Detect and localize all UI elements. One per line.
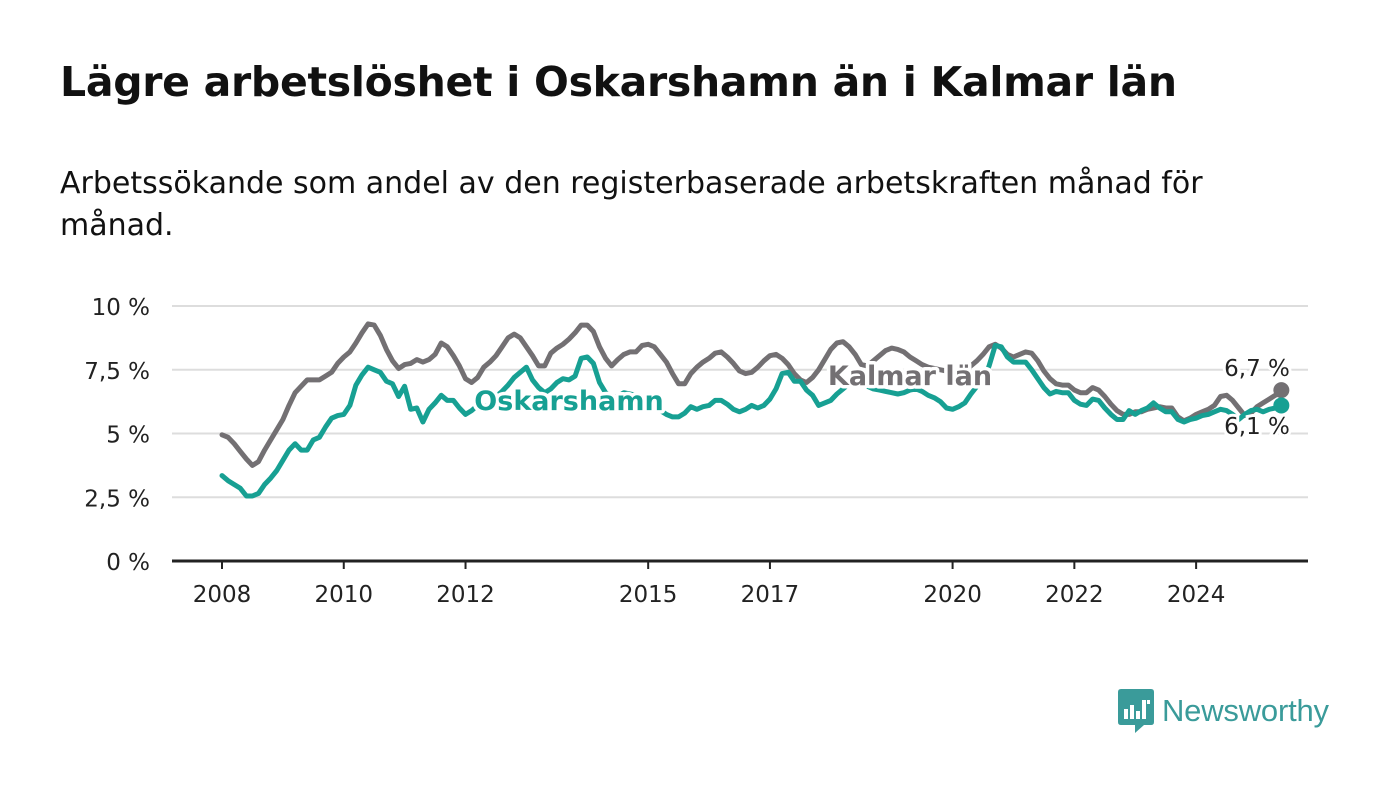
series-label-oskarshamn: Oskarshamn: [474, 386, 663, 417]
series-line-oskarshamn: [219, 343, 1284, 499]
x-tick-label: 2015: [619, 582, 678, 608]
y-tick-label: 7,5 %: [84, 359, 150, 385]
x-tick-label: 2012: [436, 582, 495, 608]
end-value-label-kalmar-län: 6,7 %: [1224, 356, 1290, 382]
end-value-label-oskarshamn: 6,1 %: [1224, 414, 1290, 440]
chart-subtitle: Arbetssökande som andel av den registerb…: [60, 166, 1203, 243]
x-tick-label: 2020: [923, 582, 982, 608]
newsworthy-logo-icon: [1118, 689, 1154, 733]
end-marker-oskarshamn: [1273, 397, 1290, 414]
newsworthy-logo-text: Newsworthy: [1162, 693, 1329, 728]
x-tick-label: 2024: [1167, 582, 1226, 608]
series-line-kalmar-län: [219, 321, 1284, 468]
newsworthy-logo: Newsworthy: [1118, 689, 1329, 733]
x-tick-label: 2008: [193, 582, 252, 608]
y-tick-label: 0 %: [106, 550, 150, 576]
x-tick-label: 2017: [741, 582, 800, 608]
y-tick-label: 2,5 %: [84, 486, 150, 512]
end-marker-kalmar-län: [1273, 382, 1290, 399]
x-tick-label: 2022: [1045, 582, 1104, 608]
y-tick-label: 10 %: [92, 295, 150, 321]
series-label-kalmar-län: Kalmar län: [828, 361, 992, 392]
y-tick-label: 5 %: [106, 423, 150, 449]
x-tick-label: 2010: [314, 582, 373, 608]
chart-title: Lägre arbetslöshet i Oskarshamn än i Kal…: [60, 58, 1177, 106]
